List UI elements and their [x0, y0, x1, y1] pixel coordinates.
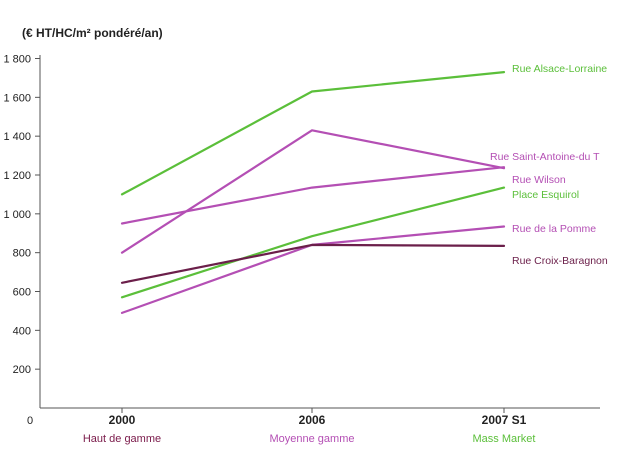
- series-label: Rue Saint-Antoine-du T: [490, 151, 600, 163]
- y-tick-label: 400: [13, 325, 31, 337]
- series-label: Rue Alsace-Lorraine: [512, 63, 607, 75]
- series-line: [120, 70, 506, 196]
- x-tick-label: 2006: [299, 413, 326, 427]
- x-ticks: 2000 Haut de gamme 2006 Moyenne gamme 2007 S…: [83, 408, 536, 445]
- series-line: [120, 186, 506, 299]
- series-label: Place Esquirol: [512, 189, 579, 201]
- series-label: Rue de la Pomme: [512, 223, 596, 235]
- y-axis-label: (€ HT/HC/m² pondéré/an): [22, 26, 163, 40]
- series-lines: [120, 70, 506, 314]
- y-tick-label: 1 200: [3, 170, 31, 182]
- x-tick-label: 2007 S1: [482, 413, 527, 427]
- y-tick-label: 800: [13, 248, 31, 260]
- y-tick-label: 200: [13, 364, 31, 376]
- y-tick-label: 1 600: [3, 92, 31, 104]
- series-line: [120, 129, 506, 254]
- series-label: Rue Wilson: [512, 174, 566, 186]
- series-label: Rue Croix-Baragnon: [512, 255, 608, 267]
- origin-label: 0: [27, 415, 33, 427]
- y-tick-label: 1 000: [3, 209, 31, 221]
- series-line: [120, 225, 506, 314]
- y-ticks: 1 800 1 600 1 400 1 200 1 000 800 600 400 200: [3, 54, 40, 376]
- x-category-sublabel: Mass Market: [473, 433, 536, 445]
- y-tick-label: 1 800: [3, 54, 31, 66]
- x-tick-label: 2000: [109, 413, 136, 427]
- x-category-sublabel: Haut de gamme: [83, 433, 161, 445]
- y-tick-label: 600: [13, 287, 31, 299]
- y-tick-label: 1 400: [3, 131, 31, 143]
- series-line: [120, 243, 506, 284]
- series-line: [120, 166, 506, 225]
- x-category-sublabel: Moyenne gamme: [270, 433, 355, 445]
- series-labels: Rue Alsace-Lorraine Rue Saint-Antoine-du …: [490, 63, 608, 267]
